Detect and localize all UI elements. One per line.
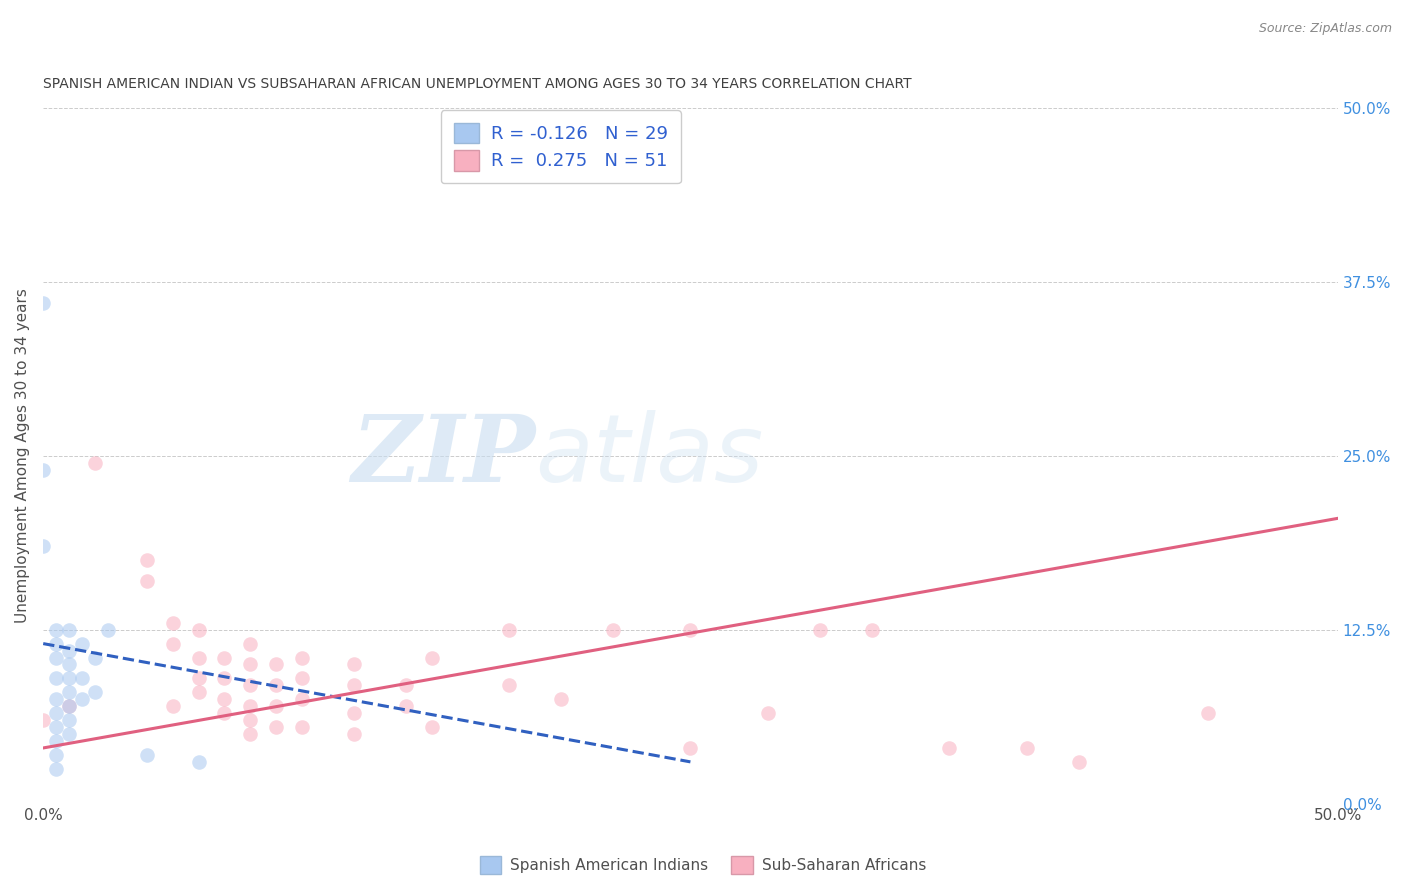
- Text: ZIP: ZIP: [352, 410, 536, 500]
- Point: [679, 623, 702, 637]
- Point: [808, 623, 831, 637]
- Point: [239, 727, 262, 741]
- Point: [135, 574, 157, 588]
- Point: [45, 720, 67, 734]
- Point: [679, 741, 702, 756]
- Point: [58, 699, 80, 714]
- Point: [58, 643, 80, 657]
- Point: [395, 699, 418, 714]
- Point: [32, 295, 55, 310]
- Point: [343, 706, 366, 721]
- Point: [187, 623, 209, 637]
- Point: [860, 623, 883, 637]
- Point: [135, 747, 157, 762]
- Point: [214, 706, 236, 721]
- Point: [291, 720, 314, 734]
- Point: [70, 672, 93, 686]
- Point: [214, 672, 236, 686]
- Point: [45, 672, 67, 686]
- Point: [264, 699, 287, 714]
- Point: [264, 678, 287, 692]
- Point: [291, 650, 314, 665]
- Point: [291, 672, 314, 686]
- Point: [343, 678, 366, 692]
- Point: [135, 553, 157, 567]
- Point: [420, 650, 443, 665]
- Point: [45, 747, 67, 762]
- Point: [58, 623, 80, 637]
- Point: [84, 685, 107, 699]
- Point: [395, 678, 418, 692]
- Point: [45, 650, 67, 665]
- Point: [1197, 706, 1219, 721]
- Point: [187, 685, 209, 699]
- Point: [550, 692, 572, 706]
- Point: [498, 678, 520, 692]
- Legend: Spanish American Indians, Sub-Saharan Africans: Spanish American Indians, Sub-Saharan Af…: [474, 850, 932, 880]
- Point: [32, 713, 55, 727]
- Point: [84, 456, 107, 470]
- Point: [45, 734, 67, 748]
- Point: [264, 720, 287, 734]
- Point: [45, 762, 67, 776]
- Text: Source: ZipAtlas.com: Source: ZipAtlas.com: [1258, 22, 1392, 36]
- Point: [45, 637, 67, 651]
- Point: [162, 637, 184, 651]
- Point: [239, 637, 262, 651]
- Point: [214, 692, 236, 706]
- Point: [45, 706, 67, 721]
- Text: atlas: atlas: [536, 410, 763, 501]
- Point: [84, 650, 107, 665]
- Point: [187, 755, 209, 769]
- Point: [58, 699, 80, 714]
- Point: [291, 692, 314, 706]
- Point: [187, 672, 209, 686]
- Point: [498, 623, 520, 637]
- Point: [239, 678, 262, 692]
- Point: [756, 706, 779, 721]
- Point: [1015, 741, 1038, 756]
- Point: [58, 685, 80, 699]
- Point: [239, 713, 262, 727]
- Point: [264, 657, 287, 672]
- Point: [58, 727, 80, 741]
- Point: [162, 699, 184, 714]
- Point: [45, 692, 67, 706]
- Point: [602, 623, 624, 637]
- Point: [239, 657, 262, 672]
- Point: [214, 650, 236, 665]
- Y-axis label: Unemployment Among Ages 30 to 34 years: Unemployment Among Ages 30 to 34 years: [15, 288, 30, 624]
- Point: [58, 713, 80, 727]
- Point: [97, 623, 120, 637]
- Point: [162, 615, 184, 630]
- Point: [58, 657, 80, 672]
- Point: [70, 692, 93, 706]
- Point: [45, 623, 67, 637]
- Point: [1067, 755, 1090, 769]
- Point: [343, 657, 366, 672]
- Point: [70, 637, 93, 651]
- Point: [343, 727, 366, 741]
- Point: [420, 720, 443, 734]
- Point: [938, 741, 960, 756]
- Point: [187, 650, 209, 665]
- Text: SPANISH AMERICAN INDIAN VS SUBSAHARAN AFRICAN UNEMPLOYMENT AMONG AGES 30 TO 34 Y: SPANISH AMERICAN INDIAN VS SUBSAHARAN AF…: [44, 78, 912, 92]
- Point: [239, 699, 262, 714]
- Point: [32, 463, 55, 477]
- Point: [58, 672, 80, 686]
- Point: [32, 539, 55, 553]
- Legend: R = -0.126   N = 29, R =  0.275   N = 51: R = -0.126 N = 29, R = 0.275 N = 51: [441, 110, 681, 183]
